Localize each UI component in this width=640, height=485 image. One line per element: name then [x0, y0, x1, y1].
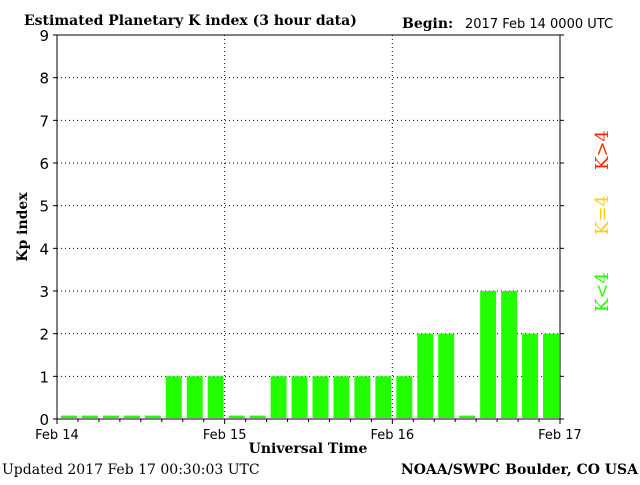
- kp-bar: [480, 291, 497, 418]
- kp-bar: [291, 376, 308, 418]
- updated-timestamp: Updated 2017 Feb 17 00:30:03 UTC: [2, 462, 260, 478]
- plot-frame: [56, 34, 561, 420]
- grid-layer: [57, 35, 560, 419]
- kp-bar: [61, 415, 77, 418]
- kp-bar: [543, 333, 559, 418]
- legend-k-greater-4: K>4: [592, 130, 613, 170]
- kp-bar: [459, 415, 476, 418]
- y-tick-label: 8: [39, 70, 49, 88]
- kp-bar: [312, 376, 329, 418]
- x-tick-label: Feb 15: [203, 428, 247, 443]
- kp-bar: [123, 415, 140, 418]
- y-tick-label: 4: [39, 240, 49, 258]
- kp-bar: [375, 376, 392, 418]
- kp-bar: [102, 415, 119, 418]
- kp-bar: [207, 376, 224, 418]
- y-tick-label: 7: [39, 112, 49, 130]
- kp-bar: [165, 376, 182, 418]
- y-tick-label: 5: [39, 198, 49, 216]
- x-tick-label: Feb 17: [538, 428, 582, 443]
- y-axis-label: Kp index: [15, 192, 31, 262]
- kp-bar: [438, 333, 455, 418]
- begin-value: 2017 Feb 14 0000 UTC: [465, 17, 613, 32]
- y-tick-label: 6: [39, 155, 49, 173]
- legend-k-equal-4: K=4: [592, 195, 613, 235]
- kp-bar: [270, 376, 287, 418]
- y-tick-label: 2: [39, 326, 49, 344]
- legend-k-less-4: K<4: [592, 272, 613, 312]
- kp-bar: [228, 415, 245, 418]
- kp-bar: [417, 333, 434, 418]
- y-tick-label: 3: [39, 283, 49, 301]
- kp-bar: [249, 415, 266, 418]
- x-ticks-layer: Feb 14 Feb 15 Feb 16 Feb 17: [35, 419, 582, 443]
- kp-bar: [354, 376, 371, 418]
- kp-bar: [501, 291, 518, 418]
- y-tick-label: 1: [39, 368, 49, 386]
- y-tick-label: 0: [39, 411, 49, 429]
- y-ticks-layer: 0 1 2 3 4 5 6 7 8 9: [39, 27, 564, 429]
- kp-bar: [81, 415, 98, 418]
- kp-bar: [186, 376, 203, 418]
- x-tick-label: Feb 14: [35, 428, 79, 443]
- x-axis-label: Universal Time: [249, 441, 368, 457]
- kp-bar: [522, 333, 539, 418]
- kp-bar: [333, 376, 350, 418]
- x-tick-label: Feb 16: [370, 428, 414, 443]
- source-credit: NOAA/SWPC Boulder, CO USA: [401, 462, 639, 478]
- kp-bar: [144, 415, 161, 418]
- kp-bar: [396, 376, 413, 418]
- chart-title: Estimated Planetary K index (3 hour data…: [24, 13, 357, 29]
- y-tick-label: 9: [39, 27, 49, 45]
- bars-layer: [61, 291, 559, 418]
- begin-label: Begin:: [402, 16, 453, 32]
